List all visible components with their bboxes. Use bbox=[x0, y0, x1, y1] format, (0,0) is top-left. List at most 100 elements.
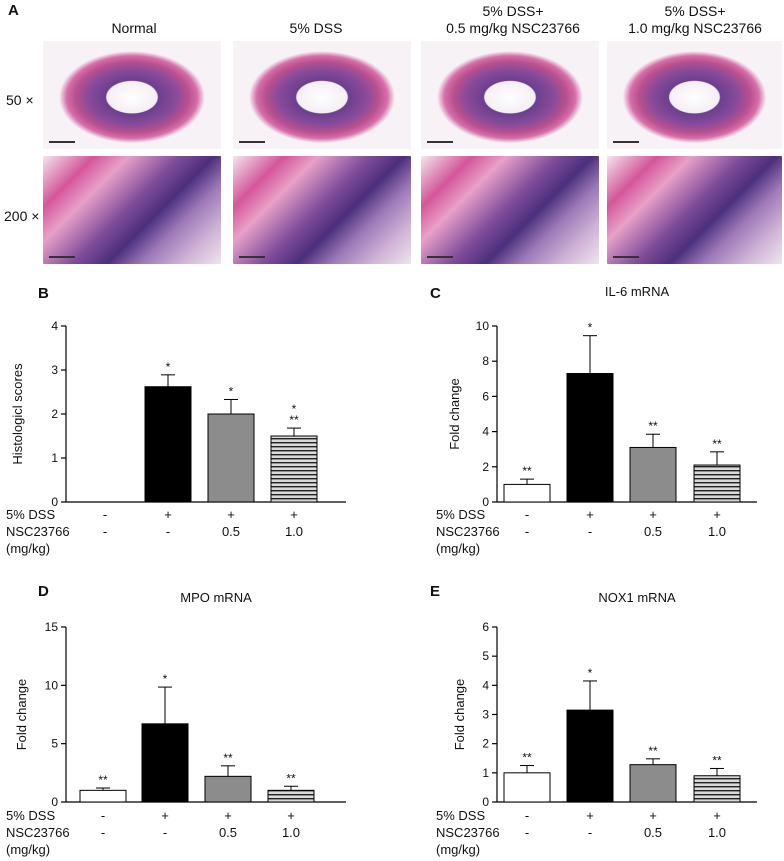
chart-e-title: NOX1 mRNA bbox=[598, 590, 676, 605]
chart-c-condition-value: - bbox=[524, 507, 530, 522]
chart-e-condition-value: - bbox=[587, 825, 593, 840]
chart-d-condition-value: 1.0 bbox=[281, 825, 301, 840]
chart-b-ytick-label: 4 bbox=[51, 319, 58, 333]
chart-e-significance: * bbox=[588, 666, 593, 680]
micrograph-dss10-200x bbox=[607, 156, 782, 264]
chart-d-ytick-label: 0 bbox=[51, 795, 58, 809]
chart-b-bar bbox=[207, 413, 255, 503]
chart-d-condition-label: 5% DSS bbox=[6, 808, 56, 823]
chart-c-bar bbox=[566, 373, 614, 503]
chart-d-significance: ** bbox=[98, 773, 108, 787]
chart-b-ytick-label: 3 bbox=[51, 363, 58, 377]
chart-b-condition-value: 0.5 bbox=[221, 524, 241, 539]
chart-e-condition-label: NSC23766 bbox=[436, 825, 500, 840]
column-header-dss-10: 5% DSS+ 1.0 mg/kg NSC23766 bbox=[628, 3, 762, 36]
chart-d-bar bbox=[141, 723, 189, 803]
chart-d-title: MPO mRNA bbox=[180, 590, 252, 605]
chart-d-ytick-label: 15 bbox=[45, 620, 59, 634]
chart-d-significance: * bbox=[163, 672, 168, 686]
chart-b-significance: * bbox=[292, 402, 297, 416]
chart-d-ylabel: Fold change bbox=[14, 679, 29, 751]
chart-c-condition-value: + bbox=[649, 507, 657, 522]
chart-b-ytick-label: 0 bbox=[51, 495, 58, 509]
micrograph-dss10-50x bbox=[607, 41, 782, 149]
chart-c-bar bbox=[629, 446, 677, 503]
micrograph-dss05-200x bbox=[421, 156, 599, 264]
chart-b-bar bbox=[270, 435, 318, 503]
chart-e-ytick-label: 6 bbox=[482, 620, 489, 634]
chart-e-significance: ** bbox=[712, 753, 722, 767]
chart-b-condition-value: - bbox=[102, 507, 108, 522]
panel-b-letter: B bbox=[38, 285, 49, 302]
chart-c-significance: * bbox=[588, 321, 593, 335]
chart-b-condition-label: 5% DSS bbox=[6, 507, 56, 522]
chart-b-condition-value: - bbox=[165, 524, 171, 539]
chart-e-condition-value: 0.5 bbox=[643, 825, 663, 840]
chart-b-condition-value: + bbox=[164, 507, 172, 522]
micrograph-normal-200x bbox=[43, 156, 221, 264]
chart-e-bar bbox=[503, 772, 551, 803]
micrograph-dss-200x bbox=[233, 156, 411, 264]
chart-b-significance: * bbox=[166, 360, 171, 374]
chart-d-condition-value: + bbox=[287, 808, 295, 823]
chart-c-ytick-label: 4 bbox=[482, 425, 489, 439]
chart-d-condition-value: - bbox=[162, 825, 168, 840]
chart-c-bar bbox=[503, 483, 551, 503]
panel-c-letter: C bbox=[430, 285, 441, 302]
chart-e-bar bbox=[693, 775, 741, 803]
chart-d-condition-label: (mg/kg) bbox=[6, 842, 51, 857]
panel-e-letter: E bbox=[430, 583, 440, 600]
chart-d-condition-value: + bbox=[224, 808, 232, 823]
column-header-dss: 5% DSS bbox=[226, 20, 406, 37]
chart-e-condition-value: 1.0 bbox=[707, 825, 727, 840]
chart-e-condition-value: - bbox=[524, 825, 530, 840]
chart-e-significance: ** bbox=[522, 751, 532, 765]
chart-e-ylabel: Fold change bbox=[452, 679, 467, 751]
chart-c-condition-value: - bbox=[587, 524, 593, 539]
chart-b-condition-value: - bbox=[102, 524, 108, 539]
chart-c-ylabel: Fold change bbox=[447, 378, 462, 450]
chart-d-condition-value: 0.5 bbox=[218, 825, 238, 840]
micrograph-dss05-50x bbox=[421, 41, 599, 149]
chart-b-condition-label: (mg/kg) bbox=[6, 541, 51, 556]
chart-c-ytick-label: 0 bbox=[482, 495, 489, 509]
chart-e-condition-value: + bbox=[649, 808, 657, 823]
panel-a-letter: A bbox=[8, 2, 19, 19]
chart-e-condition-label: 5% DSS bbox=[436, 808, 486, 823]
chart-e-ytick-label: 3 bbox=[482, 708, 489, 722]
chart-c-condition-value: 1.0 bbox=[707, 524, 727, 539]
chart-c-condition-value: + bbox=[586, 507, 594, 522]
chart-c-ytick-label: 6 bbox=[482, 389, 489, 403]
chart-b-significance: * bbox=[229, 384, 234, 398]
chart-b-ytick-label: 2 bbox=[51, 407, 58, 421]
chart-d-condition-label: NSC23766 bbox=[6, 825, 70, 840]
chart-e-ytick-label: 1 bbox=[482, 766, 489, 780]
chart-b-significance: ** bbox=[289, 413, 299, 427]
chart-b-condition-label: NSC23766 bbox=[6, 524, 70, 539]
chart-d-condition-value: - bbox=[100, 825, 106, 840]
column-header-dss-text: 5% DSS bbox=[289, 20, 343, 36]
chart-c-ytick-label: 10 bbox=[476, 319, 490, 333]
chart-d-ytick-label: 5 bbox=[51, 737, 58, 751]
chart-d-bar bbox=[204, 775, 252, 803]
chart-e-bar bbox=[629, 764, 677, 803]
micrograph-dss-50x bbox=[233, 41, 411, 149]
micrograph-normal-50x bbox=[43, 41, 221, 149]
column-header-normal-text: Normal bbox=[111, 20, 157, 36]
chart-e-ytick-label: 2 bbox=[482, 737, 489, 751]
chart-c-bar bbox=[693, 464, 741, 503]
chart-e-ytick-label: 5 bbox=[482, 649, 489, 663]
chart-d-significance: ** bbox=[223, 751, 233, 765]
chart-b-condition-value: + bbox=[227, 507, 235, 522]
chart-c-title: IL-6 mRNA bbox=[605, 284, 670, 299]
chart-d-ytick-label: 10 bbox=[45, 678, 59, 692]
magnification-50x: 50 × bbox=[6, 92, 34, 108]
chart-b-ytick-label: 1 bbox=[51, 451, 58, 465]
chart-c-condition-value: 0.5 bbox=[643, 524, 663, 539]
chart-c-condition-label: NSC23766 bbox=[436, 524, 500, 539]
chart-e-ytick-label: 0 bbox=[482, 795, 489, 809]
chart-e-condition-value: + bbox=[713, 808, 721, 823]
chart-e-condition-label: (mg/kg) bbox=[436, 842, 481, 857]
chart-c-condition-label: 5% DSS bbox=[436, 507, 486, 522]
magnification-200x: 200 × bbox=[4, 208, 40, 224]
